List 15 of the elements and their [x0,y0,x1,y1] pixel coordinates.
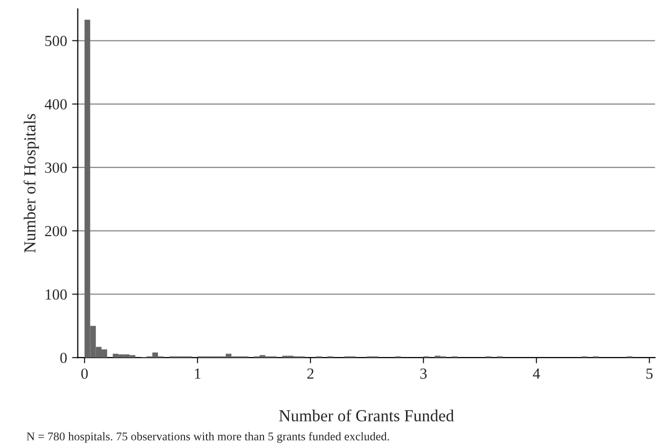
x-tick-label: 3 [420,368,427,379]
y-tick-label: 400 [44,99,67,110]
y-tick-label: 0 [60,352,67,364]
y-tick-label: 300 [45,162,67,173]
y-axis-title: Number of Hospitals [24,114,39,253]
x-tick-label: 5 [646,368,653,379]
x-axis-title: Number of Grants Funded [279,409,454,422]
x-tick-label: 1 [195,368,200,379]
y-tick-label: 500 [45,36,67,46]
x-tick-label: 0 [81,368,88,379]
y-tick-label: 100 [46,289,67,300]
y-tick-label: 200 [45,226,67,236]
x-tick-label: 4 [532,368,540,379]
text: N = 780 hospitals. 75 observations with more than 5 grants funded excluded. [26,432,389,443]
x-tick-label: 2 [307,368,314,379]
